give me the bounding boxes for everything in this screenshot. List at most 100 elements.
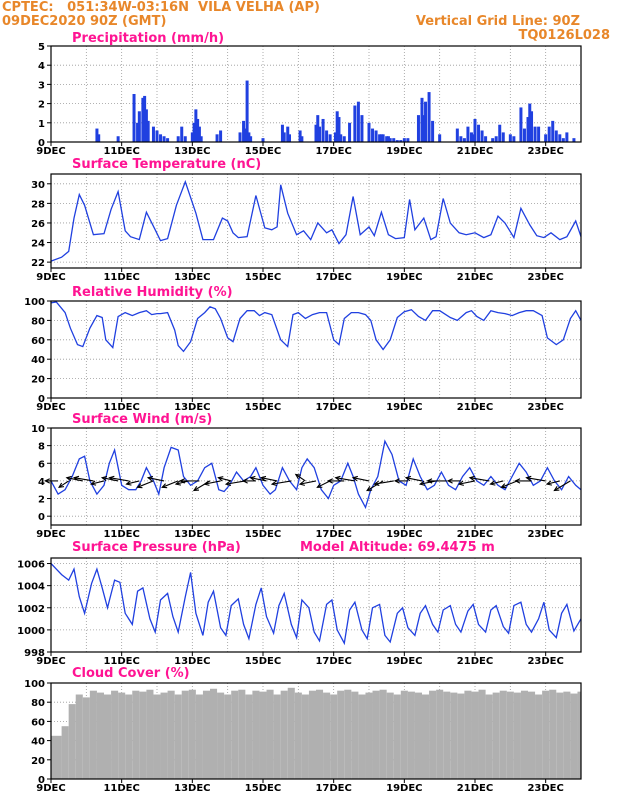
panel-title: Surface Pressure (hPa) (72, 540, 241, 555)
cloud-bar (224, 694, 232, 779)
cloud-bar (400, 690, 408, 779)
precip-bar (558, 134, 562, 142)
cloud-bar (365, 692, 373, 779)
cloud-bar (344, 689, 352, 779)
series-line (50, 439, 582, 510)
wind-arrow-head (298, 480, 305, 486)
header-datetime: 09DEC2020 90Z (GMT) (2, 14, 167, 29)
cloud-bar (96, 692, 104, 779)
precip-bar (342, 136, 346, 142)
cloud-bar (238, 689, 246, 779)
panel-3: Relative Humidity (%) 0 20 40 60 80 100 9DEC 11D… (24, 285, 582, 413)
wind-arrow-head (125, 480, 132, 486)
wind-arrow (147, 477, 165, 482)
x-tick-label: 15DEC (245, 402, 281, 413)
y-tick-label: 80 (31, 698, 45, 709)
precip-bar (298, 130, 302, 142)
cloud-bar (301, 694, 309, 779)
cloud-bar (337, 690, 345, 779)
cloud-bar (68, 704, 76, 779)
wind-arrow-head (178, 478, 185, 484)
precip-bar (522, 128, 526, 142)
x-tick-label: 11DEC (103, 402, 139, 413)
cloud-bar (273, 694, 281, 779)
precip-bar (166, 138, 170, 142)
wind-arrow (546, 480, 560, 485)
wind-arrow-head (545, 480, 553, 486)
cloud-bar (414, 692, 422, 779)
y-tick-label: 4 (38, 61, 45, 72)
wind-arrow-head (294, 473, 301, 480)
precip-bar (462, 138, 466, 142)
precip-bar (388, 138, 392, 142)
x-tick-label: 19DEC (386, 402, 422, 413)
precip-bar (519, 107, 523, 142)
cloud-bar (160, 692, 168, 779)
panel-title: Cloud Cover (%) (72, 666, 190, 681)
precip-bar (282, 132, 286, 142)
y-tick-label: 0 (38, 138, 45, 149)
wind-arrow-head (161, 483, 168, 489)
x-tick-label: 9DEC (36, 656, 65, 667)
precip-bar (471, 134, 475, 142)
wind-arrow-head (366, 486, 373, 492)
wind-arrow (458, 480, 476, 485)
cloud-bar (570, 693, 578, 779)
precip-bar (314, 124, 318, 142)
panel-2: Surface Temperature (nC) 22 24 26 28 30 9DEC 11… (31, 157, 582, 283)
precip-bar (116, 136, 120, 142)
wind-arrow-head (44, 478, 51, 484)
precip-bar (385, 136, 389, 142)
precip-bar (196, 118, 200, 142)
wind-arrow-head (373, 480, 380, 487)
wind-arrow-head (514, 478, 521, 484)
wind-arrow-head (553, 486, 560, 492)
precip-bar (420, 97, 424, 142)
x-tick-label: 17DEC (315, 783, 351, 794)
precip-bar (424, 101, 428, 142)
x-tick-label: 13DEC (174, 402, 210, 413)
wind-arrow-head (65, 475, 72, 482)
wind-arrow (161, 480, 179, 488)
wind-arrow (526, 477, 546, 482)
precip-bar (526, 117, 530, 142)
cloud-bar (577, 691, 581, 779)
precip-bar (402, 138, 406, 142)
cloud-bar (294, 692, 302, 779)
wind-arrow-head (249, 475, 256, 482)
wind-arrow-head (500, 483, 507, 489)
wind-arrow (74, 477, 94, 482)
cloud-bar (563, 691, 571, 779)
x-tick-label: 11DEC (103, 272, 139, 283)
cloud-bar (174, 694, 182, 779)
wind-arrow-head (203, 480, 210, 486)
precip-bar (469, 132, 473, 142)
x-tick-label: 21DEC (457, 656, 493, 667)
precip-bar (392, 138, 396, 142)
cloud-bar (330, 694, 338, 779)
precip-bar (512, 136, 516, 142)
wind-arrow-head (270, 480, 278, 487)
x-tick-label: 11DEC (103, 146, 139, 157)
y-tick-label: 4 (38, 477, 45, 488)
precip-bar (371, 128, 375, 142)
precip-bar (321, 118, 325, 142)
x-tick-label: 23DEC (527, 529, 563, 540)
cloud-bar (513, 692, 521, 779)
wind-arrow (295, 474, 306, 482)
cloud-bar (379, 689, 387, 779)
cloud-bar (51, 735, 62, 779)
precip-bar (242, 120, 246, 142)
precip-bar (480, 130, 484, 142)
wind-arrow-head (457, 480, 464, 486)
x-tick-label: 9DEC (36, 529, 65, 540)
x-tick-label: 9DEC (36, 783, 65, 794)
wind-arrow-head (259, 475, 267, 482)
precip-bar (572, 138, 576, 142)
y-tick-label: 100 (24, 679, 45, 690)
panel-frame (50, 682, 582, 780)
cloud-bar (111, 690, 119, 779)
panel-annotation: Model Altitude: 69.4475 m (300, 540, 495, 555)
cloud-bar (287, 687, 295, 779)
